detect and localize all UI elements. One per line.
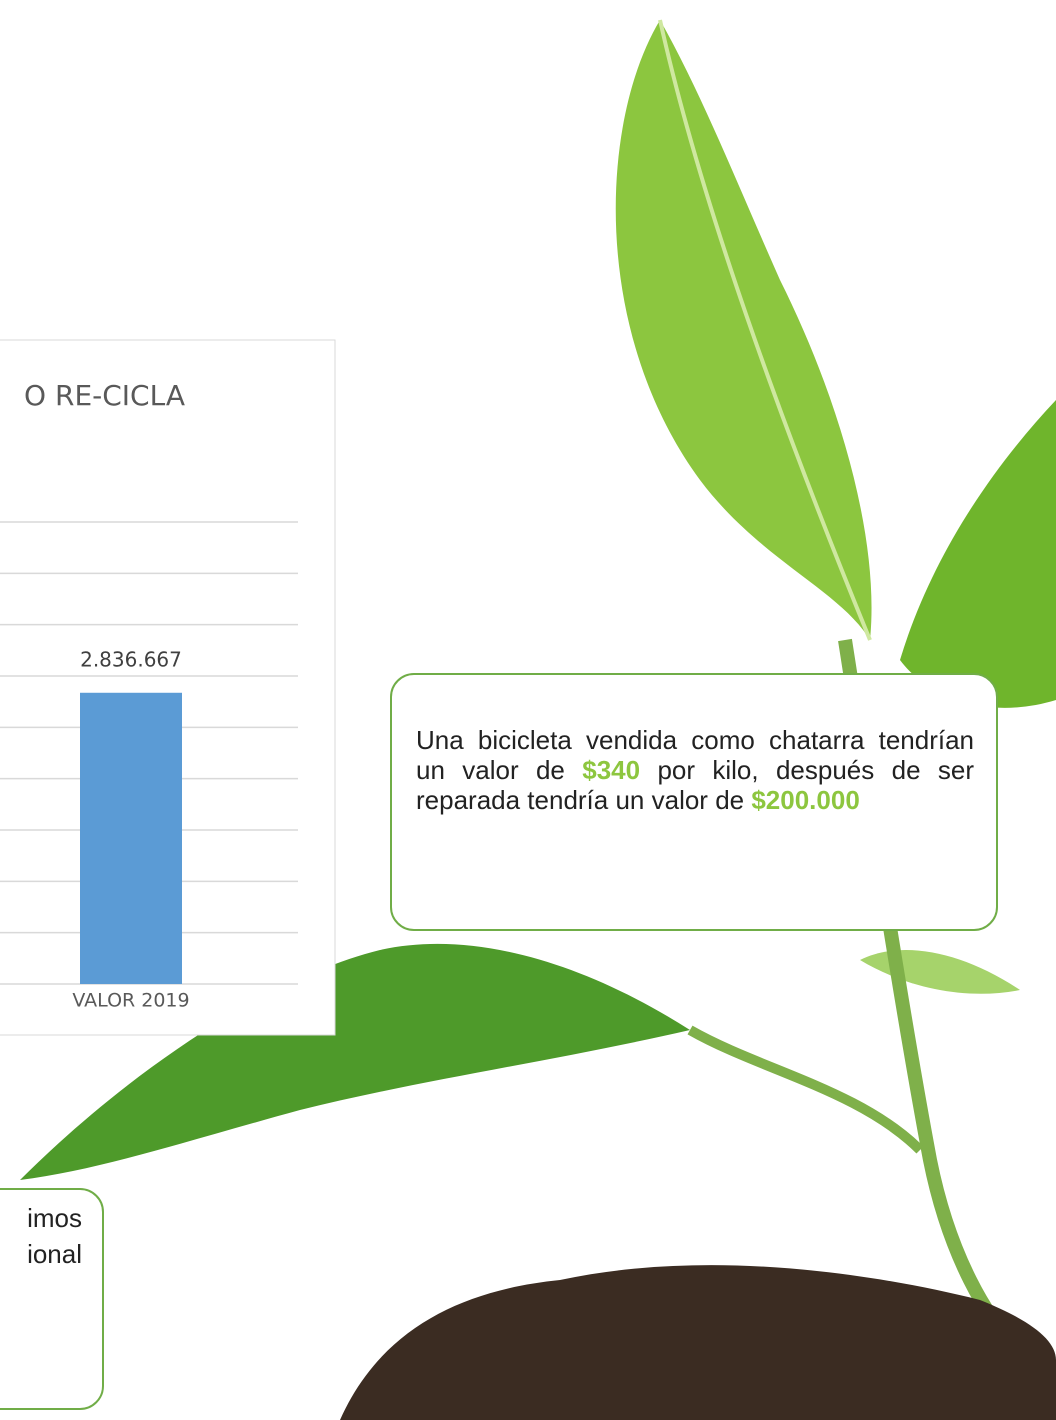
callout-box: imos ional <box>0 1188 104 1410</box>
bar <box>80 693 182 984</box>
callout-box: Una bicicleta vendida como chatarra tend… <box>390 673 998 931</box>
chart-title: O RE-CICLA <box>24 379 185 412</box>
data-label: 2.836.667 <box>80 647 182 671</box>
callout-highlight: $340 <box>582 755 640 785</box>
callout-highlight: $200.000 <box>751 785 859 815</box>
callout-line: ional <box>0 1236 82 1272</box>
x-tick-label: VALOR 2019 <box>72 990 189 1012</box>
page: O RE-CICLA VALOR 2019 2.836.667 Una bicic… <box>0 0 1056 1420</box>
callout-line: imos <box>0 1200 82 1236</box>
